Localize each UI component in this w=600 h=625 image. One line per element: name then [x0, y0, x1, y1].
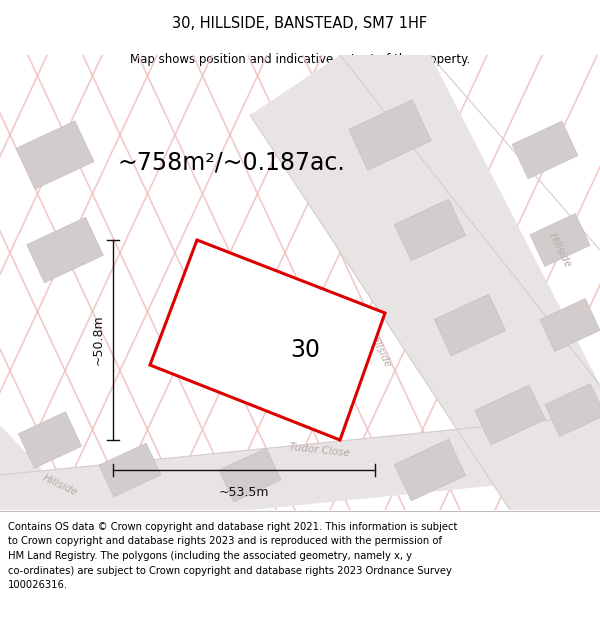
Polygon shape [545, 384, 600, 436]
Polygon shape [0, 415, 600, 535]
Polygon shape [540, 299, 600, 351]
Polygon shape [394, 439, 466, 501]
Text: Hillside: Hillside [41, 472, 79, 498]
Text: Map shows position and indicative extent of the property.: Map shows position and indicative extent… [130, 54, 470, 66]
Polygon shape [512, 121, 578, 179]
Text: HM Land Registry. The polygons (including the associated geometry, namely x, y: HM Land Registry. The polygons (includin… [8, 551, 412, 561]
Text: ~53.5m: ~53.5m [219, 486, 269, 499]
Polygon shape [475, 385, 545, 445]
Text: 30, HILLSIDE, BANSTEAD, SM7 1HF: 30, HILLSIDE, BANSTEAD, SM7 1HF [172, 16, 428, 31]
Text: Contains OS data © Crown copyright and database right 2021. This information is : Contains OS data © Crown copyright and d… [8, 522, 457, 532]
Polygon shape [349, 100, 431, 170]
Text: ~50.8m: ~50.8m [92, 315, 105, 365]
Polygon shape [219, 448, 281, 502]
Polygon shape [99, 443, 161, 497]
Text: 30: 30 [290, 338, 320, 362]
Polygon shape [26, 217, 103, 282]
Polygon shape [394, 199, 466, 261]
Text: co-ordinates) are subject to Crown copyright and database rights 2023 Ordnance S: co-ordinates) are subject to Crown copyr… [8, 566, 452, 576]
Polygon shape [434, 294, 506, 356]
Text: ~758m²/~0.187ac.: ~758m²/~0.187ac. [118, 151, 346, 175]
Polygon shape [0, 425, 80, 510]
Text: Hillside: Hillside [367, 331, 393, 369]
Text: to Crown copyright and database rights 2023 and is reproduced with the permissio: to Crown copyright and database rights 2… [8, 536, 442, 546]
Text: 100026316.: 100026316. [8, 580, 68, 590]
Polygon shape [530, 214, 590, 266]
Polygon shape [150, 240, 385, 440]
Text: Hillside: Hillside [547, 231, 573, 269]
Polygon shape [16, 121, 94, 189]
Polygon shape [19, 412, 82, 468]
Text: Tudor Close: Tudor Close [289, 442, 351, 458]
Polygon shape [250, 55, 600, 510]
